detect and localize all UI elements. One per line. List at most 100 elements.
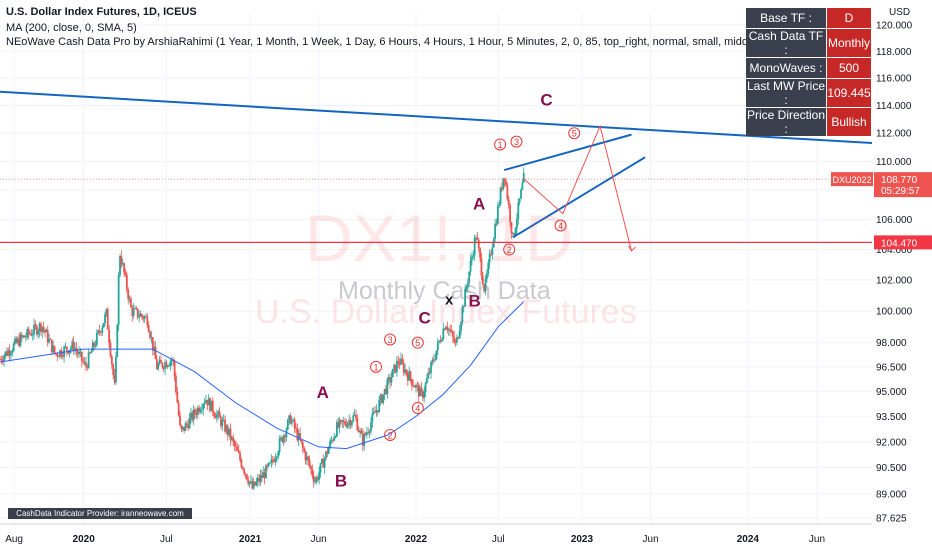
price-tick-label: 110.000: [876, 157, 912, 168]
candle-up: [305, 456, 308, 461]
candle-down: [273, 460, 276, 463]
candle-up: [461, 307, 464, 323]
time-tick-label: 2023: [571, 534, 594, 545]
candle-up: [387, 377, 390, 380]
candle-down: [243, 469, 246, 474]
wedge-top-line: [503, 133, 632, 172]
candle-down: [149, 331, 151, 338]
candle-up: [33, 324, 35, 335]
candle-up: [74, 348, 76, 351]
symbol-title[interactable]: U.S. Dollar Index Futures, 1D, ICEUS: [6, 6, 197, 18]
candle-up: [83, 362, 86, 363]
candle-down: [191, 412, 194, 420]
candle-down: [82, 361, 85, 363]
price-tick-label: 95.000: [876, 387, 907, 398]
candle-up: [87, 352, 90, 368]
price-tick-label: 92.000: [876, 437, 907, 448]
candle-up: [153, 346, 156, 351]
candle-down: [177, 402, 180, 416]
candle-down: [451, 331, 454, 337]
candle-up: [520, 189, 522, 199]
candle-down: [229, 428, 232, 440]
candle-up: [91, 342, 94, 352]
price-axis[interactable]: USD 87.625 89.000 90.500 92.000 93.500 95.000 9…: [831, 7, 932, 525]
candle-up: [371, 413, 374, 423]
candle-up: [346, 422, 349, 427]
candle-down: [385, 388, 387, 395]
candle-up: [359, 430, 361, 433]
candle-down: [237, 450, 240, 453]
candle-up: [408, 371, 411, 381]
wave-label: x: [445, 292, 454, 309]
candle-up: [435, 350, 438, 360]
candle-down: [304, 451, 307, 461]
candle-up: [210, 400, 213, 411]
candle-up: [391, 368, 394, 378]
time-tick-label: 2020: [73, 534, 96, 545]
candle-down: [311, 468, 314, 476]
candle-up: [203, 402, 206, 405]
candle-down: [340, 420, 342, 421]
candle-down: [326, 451, 329, 454]
candle-up: [297, 433, 300, 441]
candle-up: [368, 431, 371, 433]
candle-down: [72, 341, 75, 351]
candle-down: [86, 366, 89, 368]
candle-up: [400, 358, 402, 365]
ma-legend[interactable]: MA (200, close, 0, SMA, 5): [6, 22, 137, 34]
candle-up: [285, 429, 288, 438]
candle-down: [356, 417, 359, 431]
candle-down: [65, 346, 68, 351]
candle-up: [64, 346, 67, 348]
candle-down: [42, 326, 45, 330]
candle-up: [278, 438, 281, 452]
candle-up: [117, 275, 120, 325]
candle-down: [308, 460, 311, 467]
info-row-last-price: Last MW Price :109.445: [746, 79, 871, 107]
candle-down: [284, 435, 286, 438]
candle-down: [56, 353, 59, 357]
candle-up: [379, 394, 382, 401]
candle-up: [290, 420, 293, 424]
candle-up: [415, 384, 417, 388]
time-axis[interactable]: Aug 2020 Jul 2021 Jun 2022 Jul 2023 Jun 2024 Jun: [5, 534, 825, 545]
candle-up: [352, 415, 355, 422]
candle-up: [19, 334, 22, 347]
candle-down: [355, 414, 357, 418]
candle-up: [202, 404, 205, 410]
candle-down: [50, 339, 53, 353]
candle-down: [428, 372, 431, 374]
candle-down: [120, 256, 123, 265]
candle-down: [0, 358, 1, 360]
candle-down: [165, 362, 168, 368]
info-key: Cash Data TF :: [746, 29, 828, 57]
candle-down: [179, 415, 181, 426]
candle-down: [232, 437, 235, 442]
candle-up: [121, 263, 124, 265]
info-row-base-tf: Base TF :D: [746, 8, 871, 28]
candle-down: [476, 237, 479, 240]
candle-down: [453, 336, 456, 343]
candle-down: [443, 328, 446, 330]
candle-up: [221, 420, 224, 427]
candle-up: [468, 271, 471, 283]
candle-up: [424, 383, 427, 393]
candle-up: [265, 465, 267, 479]
candle-down: [15, 338, 18, 343]
indicator-legend[interactable]: NEoWave Cash Data Pro by ArshiaRahimi (1…: [6, 36, 840, 48]
price-tick-label: 116.000: [876, 74, 912, 85]
candle-up: [4, 351, 7, 356]
candle-up: [382, 394, 385, 403]
candle-down: [344, 421, 346, 425]
candle-up: [41, 326, 44, 332]
candle-up: [10, 353, 12, 356]
wave-circle: [494, 138, 507, 151]
candle-down: [481, 275, 484, 285]
candle-up: [434, 359, 436, 361]
candle-down: [251, 480, 254, 489]
candle-up: [466, 282, 469, 287]
candle-up: [511, 233, 514, 234]
candle-up: [59, 350, 61, 357]
candle-down: [281, 437, 284, 443]
